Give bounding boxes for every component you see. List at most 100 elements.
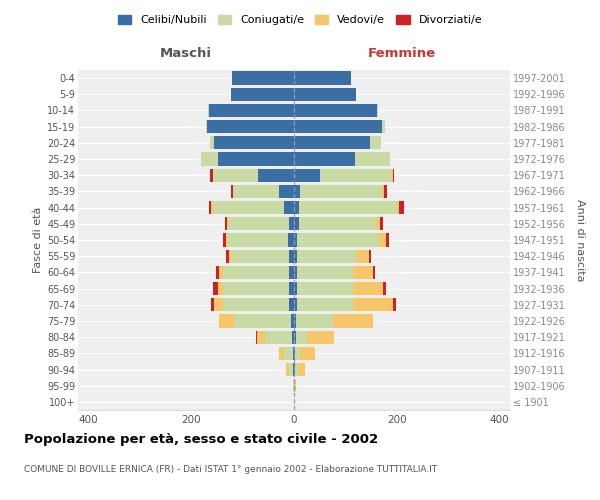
Bar — [320, 168, 392, 182]
Text: Maschi: Maschi — [160, 47, 212, 60]
Bar — [227, 217, 228, 230]
Bar — [295, 363, 298, 376]
Bar — [296, 314, 332, 328]
Bar — [294, 217, 299, 230]
Bar — [400, 201, 404, 214]
Bar — [292, 314, 294, 328]
Bar — [257, 330, 265, 344]
Bar — [355, 152, 389, 166]
Bar — [286, 363, 289, 376]
Bar — [353, 298, 393, 312]
Bar — [294, 201, 299, 214]
Bar — [293, 346, 294, 360]
Bar — [211, 201, 213, 214]
Bar — [373, 266, 375, 279]
Bar — [232, 72, 294, 85]
Bar — [294, 234, 296, 246]
Bar — [226, 234, 227, 246]
Bar — [332, 314, 373, 328]
Bar — [294, 72, 350, 85]
Bar — [296, 298, 353, 312]
Bar — [292, 330, 294, 344]
Bar — [289, 266, 294, 279]
Text: Femmine: Femmine — [368, 47, 436, 60]
Bar — [231, 88, 294, 101]
Bar — [294, 330, 296, 344]
Bar — [294, 88, 356, 101]
Bar — [218, 152, 294, 166]
Bar — [382, 185, 384, 198]
Bar — [298, 363, 305, 376]
Bar — [397, 201, 400, 214]
Bar — [294, 346, 295, 360]
Bar — [376, 217, 380, 230]
Bar — [294, 363, 295, 376]
Bar — [278, 346, 284, 360]
Bar — [382, 120, 385, 134]
Bar — [223, 282, 289, 295]
Bar — [210, 168, 213, 182]
Bar — [296, 330, 307, 344]
Bar — [383, 282, 386, 295]
Bar — [289, 363, 293, 376]
Bar — [213, 282, 218, 295]
Bar — [368, 250, 371, 263]
Bar — [217, 266, 219, 279]
Bar — [223, 298, 289, 312]
Bar — [233, 185, 278, 198]
Bar — [357, 250, 368, 263]
Bar — [380, 217, 383, 230]
Bar — [226, 250, 229, 263]
Bar — [231, 250, 289, 263]
Bar — [284, 201, 294, 214]
Bar — [202, 152, 218, 166]
Bar — [294, 298, 296, 312]
Bar — [294, 314, 296, 328]
Bar — [228, 217, 289, 230]
Bar — [214, 136, 294, 149]
Bar — [384, 185, 386, 198]
Bar — [229, 250, 231, 263]
Bar — [223, 266, 289, 279]
Bar — [208, 104, 209, 117]
Bar — [294, 136, 370, 149]
Bar — [300, 185, 382, 198]
Bar — [299, 201, 397, 214]
Bar — [256, 330, 257, 344]
Bar — [379, 234, 386, 246]
Bar — [295, 379, 296, 392]
Bar — [218, 282, 223, 295]
Bar — [210, 136, 214, 149]
Text: Popolazione per età, sesso e stato civile - 2002: Popolazione per età, sesso e stato civil… — [24, 432, 378, 446]
Bar — [295, 346, 300, 360]
Bar — [231, 185, 233, 198]
Bar — [284, 346, 293, 360]
Y-axis label: Fasce di età: Fasce di età — [32, 207, 43, 273]
Bar — [234, 314, 292, 328]
Y-axis label: Anni di nascita: Anni di nascita — [575, 198, 585, 281]
Bar — [289, 250, 294, 263]
Bar — [353, 282, 383, 295]
Bar — [294, 120, 382, 134]
Bar — [227, 234, 288, 246]
Bar — [353, 266, 373, 279]
Bar — [392, 168, 393, 182]
Bar — [213, 168, 258, 182]
Bar — [377, 104, 379, 117]
Bar — [265, 330, 292, 344]
Bar — [393, 298, 396, 312]
Bar — [296, 266, 353, 279]
Bar — [288, 234, 294, 246]
Bar — [307, 330, 334, 344]
Bar — [214, 298, 223, 312]
Bar — [299, 217, 376, 230]
Bar — [294, 185, 300, 198]
Bar — [220, 314, 234, 328]
Text: COMUNE DI BOVILLE ERNICA (FR) - Dati ISTAT 1° gennaio 2002 - Elaborazione TUTTIT: COMUNE DI BOVILLE ERNICA (FR) - Dati IST… — [24, 466, 437, 474]
Bar — [294, 168, 320, 182]
Bar — [289, 282, 294, 295]
Bar — [296, 282, 353, 295]
Bar — [219, 266, 223, 279]
Bar — [293, 363, 294, 376]
Legend: Celibi/Nubili, Coniugati/e, Vedovi/e, Divorziati/e: Celibi/Nubili, Coniugati/e, Vedovi/e, Di… — [113, 10, 487, 30]
